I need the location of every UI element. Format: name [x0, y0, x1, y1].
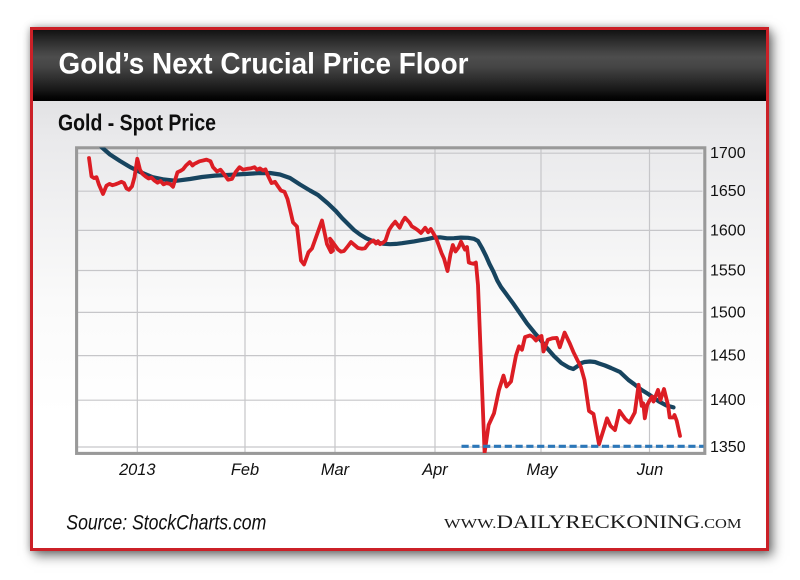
svg-text:1400: 1400 — [710, 392, 746, 409]
svg-text:1600: 1600 — [710, 222, 746, 239]
svg-text:2013: 2013 — [118, 461, 155, 479]
svg-text:Gold’s Next Crucial Price Floo: Gold’s Next Crucial Price Floor — [59, 48, 469, 81]
svg-text:1550: 1550 — [710, 263, 746, 280]
svg-text:WWW.DAILYRECKONING.COM: WWW.DAILYRECKONING.COM — [444, 513, 742, 533]
svg-text:Feb: Feb — [231, 461, 259, 479]
svg-text:Gold - Spot Price: Gold - Spot Price — [58, 110, 216, 136]
svg-text:1450: 1450 — [710, 348, 746, 365]
svg-text:1350: 1350 — [710, 439, 746, 456]
svg-text:1700: 1700 — [710, 145, 746, 162]
svg-text:Jun: Jun — [636, 461, 663, 479]
svg-text:1650: 1650 — [710, 183, 746, 200]
svg-text:Mar: Mar — [321, 461, 351, 479]
svg-text:May: May — [527, 461, 560, 479]
svg-text:Apr: Apr — [421, 461, 449, 479]
svg-text:Source: StockCharts.com: Source: StockCharts.com — [66, 511, 266, 535]
svg-text:1500: 1500 — [710, 304, 746, 321]
